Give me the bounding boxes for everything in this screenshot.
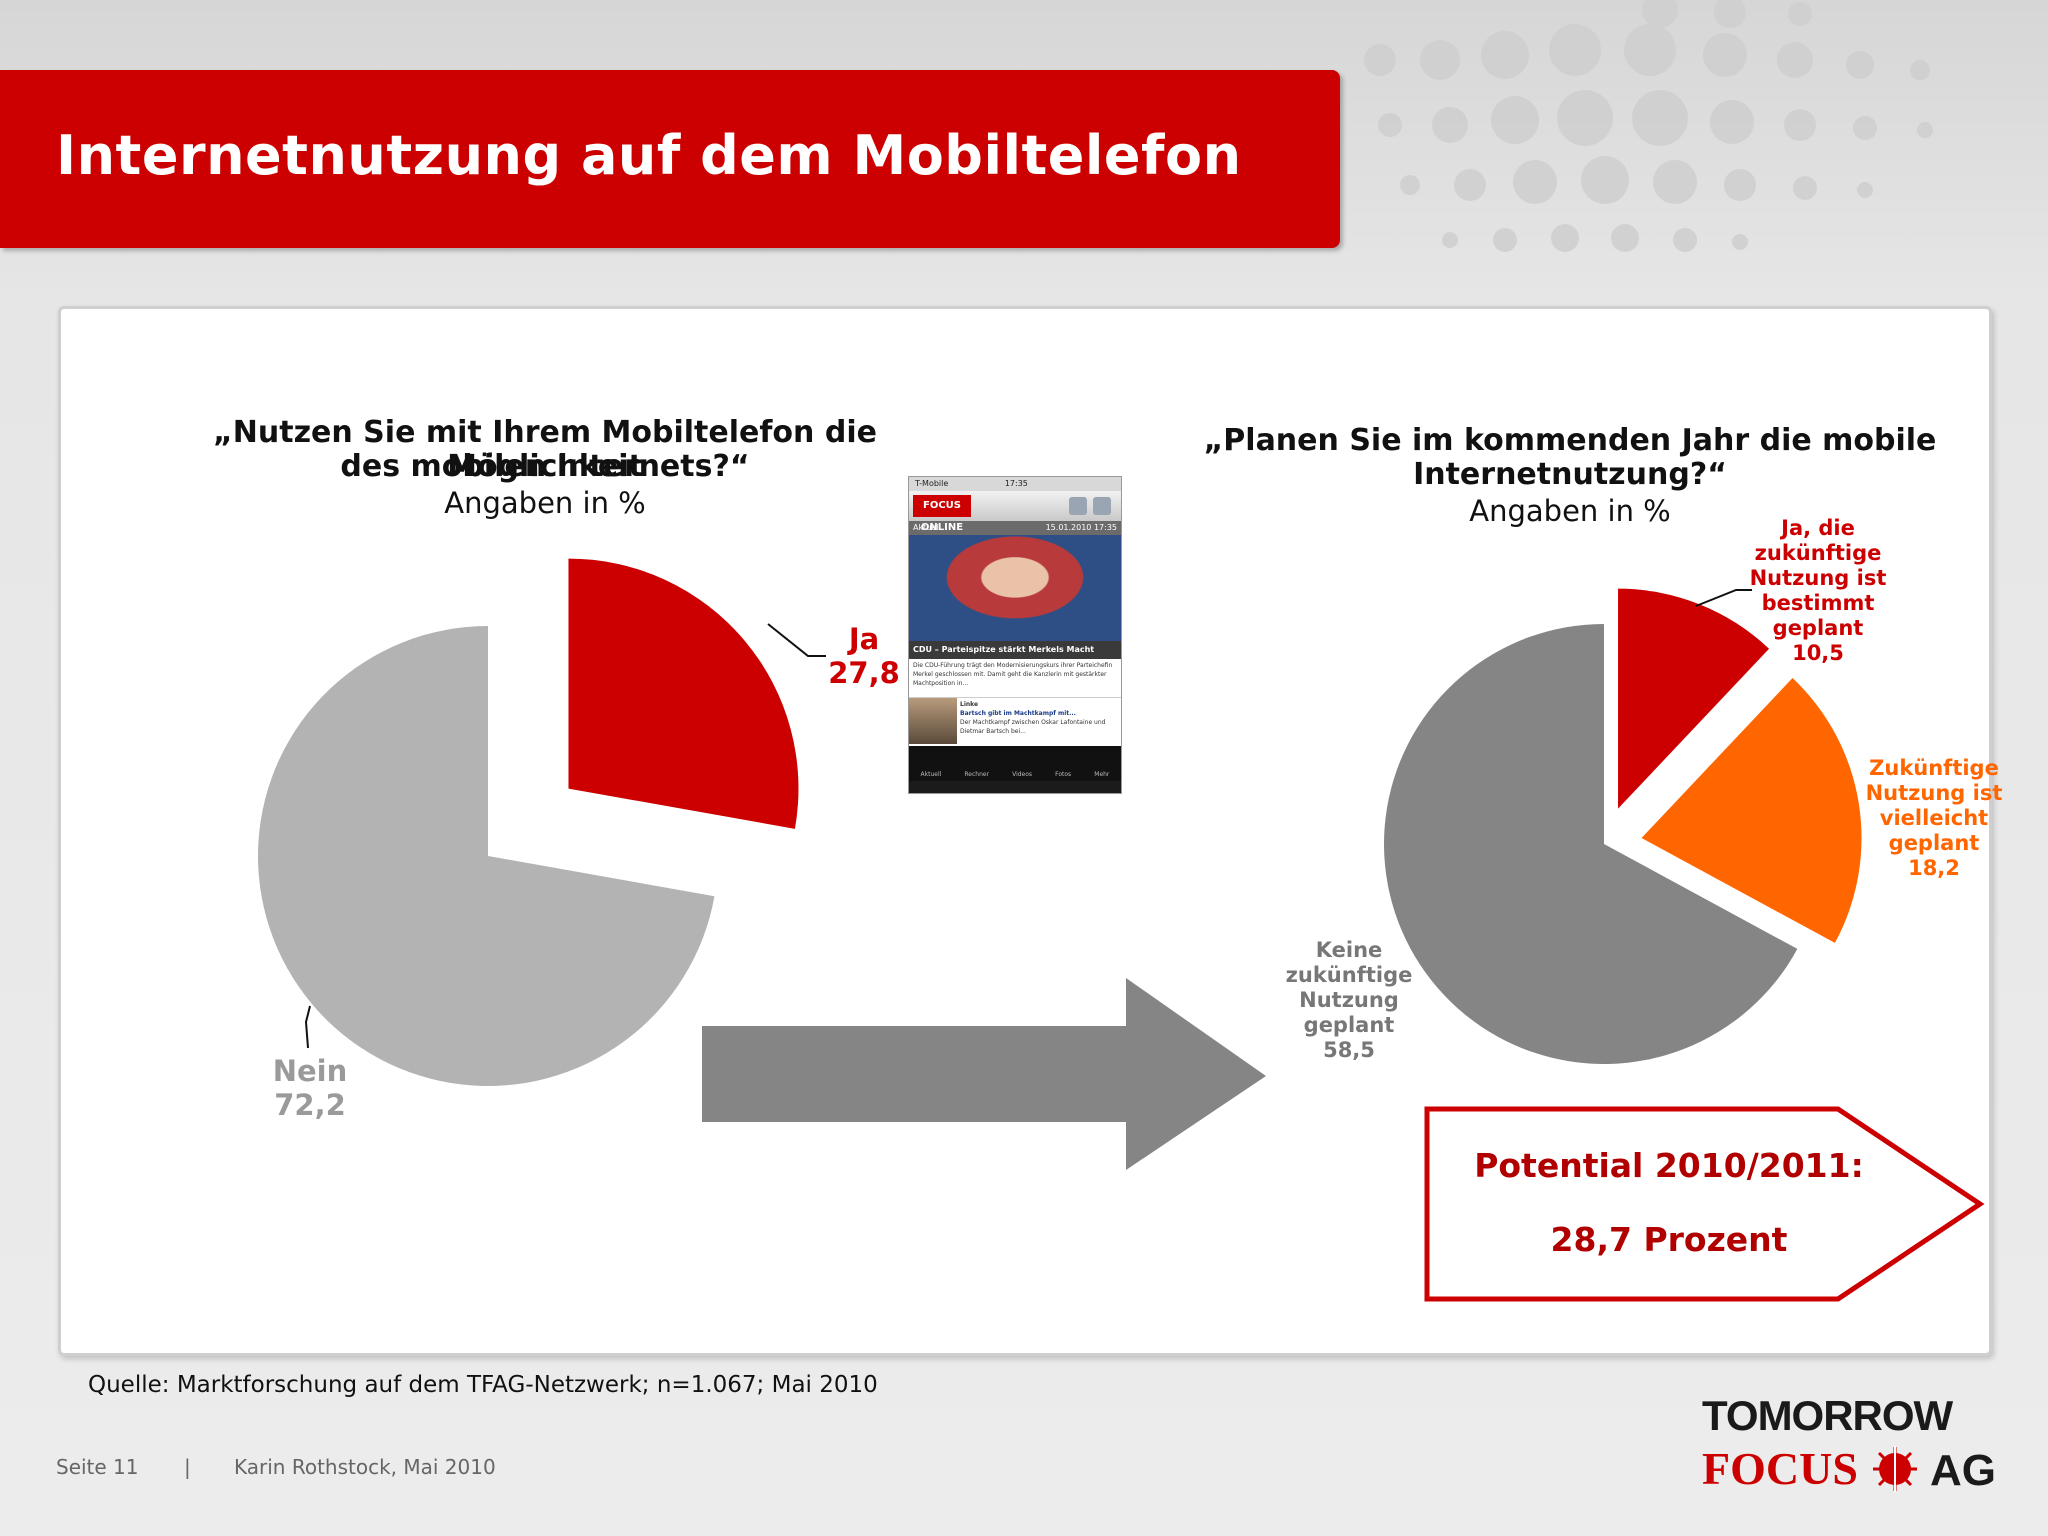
leader-line-ja (767, 623, 826, 657)
page-title: Internetnutzung auf dem Mobiltelefon (56, 124, 1242, 187)
logo-burst-icon (1873, 1446, 1917, 1492)
page-number: Seite 11 (56, 1455, 139, 1479)
pie-chart-mobile-internet-usage (257, 558, 799, 1087)
news-photo (909, 535, 1121, 641)
phone-tab-bar: Aktuell Rechner Videos Fotos Mehr (909, 746, 1121, 781)
value-nein: 72,2 (274, 1088, 346, 1122)
potential-callout: Potential 2010/2011: 28,7 Prozent (1424, 1106, 1994, 1302)
value-ja: 27,8 (828, 656, 900, 690)
logo-tomorrow: TOMORROW (1702, 1392, 1953, 1439)
leader-line-bestimmt (1695, 589, 1752, 607)
news-thumbnail (909, 698, 957, 744)
label-keine-nutzung: Keine zukünftige Nutzung geplant 58,5 (1264, 938, 1434, 1063)
focus-online-logo: FOCUS ONLINE (913, 495, 971, 533)
value-bestimmt-geplant: 10,5 (1792, 641, 1844, 665)
chart1-title-line1: „Nutzen Sie mit Ihrem Mobiltelefon die M… (213, 415, 877, 484)
pie-chart-planned-usage (1384, 588, 1862, 1064)
logo-focus: FOCUS (1702, 1443, 1858, 1494)
label-vielleicht-geplant: Zukünftige Nutzung ist vielleicht geplan… (1838, 756, 2030, 881)
transition-arrow (702, 978, 1266, 1170)
chart2-subtitle: Angaben in % (1469, 494, 1671, 528)
leader-line-nein (304, 1005, 311, 1049)
chart1-title-line2: des mobilen Internets?“ (340, 449, 750, 484)
pie1-slice-1 (257, 626, 715, 1087)
chart1-subtitle: Angaben in % (444, 486, 646, 520)
pie2-slice-1 (1641, 678, 1862, 943)
news-teaser: Die CDU-Führung trägt den Modernisierung… (909, 659, 1121, 697)
value-vielleicht-geplant: 18,2 (1908, 856, 1960, 880)
phone-status-bar: T-Mobile 17:35 (909, 477, 1121, 491)
pie1-slice-0 (568, 558, 799, 829)
label-bestimmt-geplant: Ja, die zukünftige Nutzung ist bestimmt … (1720, 516, 1916, 666)
value-keine-nutzung: 58,5 (1323, 1038, 1375, 1062)
footer-separator: | (184, 1455, 191, 1479)
logo-ag: AG (1930, 1446, 1996, 1495)
chart2-title-line1: „Planen Sie im kommenden Jahr die mobile (1203, 423, 1937, 458)
label-ja: Ja (848, 622, 880, 656)
source-note: Quelle: Marktforschung auf dem TFAG-Netz… (88, 1372, 878, 1398)
pie2-slice-0 (1618, 588, 1770, 809)
phone-app-screenshot: T-Mobile 17:35 FOCUS ONLINE Aktuell 15.0… (908, 476, 1122, 794)
potential-value: 28,7 Prozent (1550, 1220, 1788, 1259)
chart2-title-line2: Internetnutzung?“ (1413, 457, 1727, 492)
pie2-slice-2 (1384, 624, 1798, 1064)
callout-arrow-shape (1424, 1106, 1985, 1302)
news-item-2: Linke Bartsch gibt im Machtkampf mit... … (909, 697, 1121, 746)
footer-author: Karin Rothstock, Mai 2010 (234, 1455, 496, 1479)
decorative-dot-pattern (1364, 0, 1933, 252)
search-icon (1093, 497, 1111, 515)
title-bar (0, 70, 1340, 248)
phone-app-header: FOCUS ONLINE (909, 491, 1121, 533)
label-nein: Nein (272, 1054, 348, 1088)
potential-label: Potential 2010/2011: (1474, 1146, 1864, 1185)
phone-nav-bar: Aktuell 15.01.2010 17:35 (909, 521, 1121, 535)
news-caption: CDU – Parteispitze stärkt Merkels Macht (909, 641, 1121, 659)
download-icon (1069, 497, 1087, 515)
